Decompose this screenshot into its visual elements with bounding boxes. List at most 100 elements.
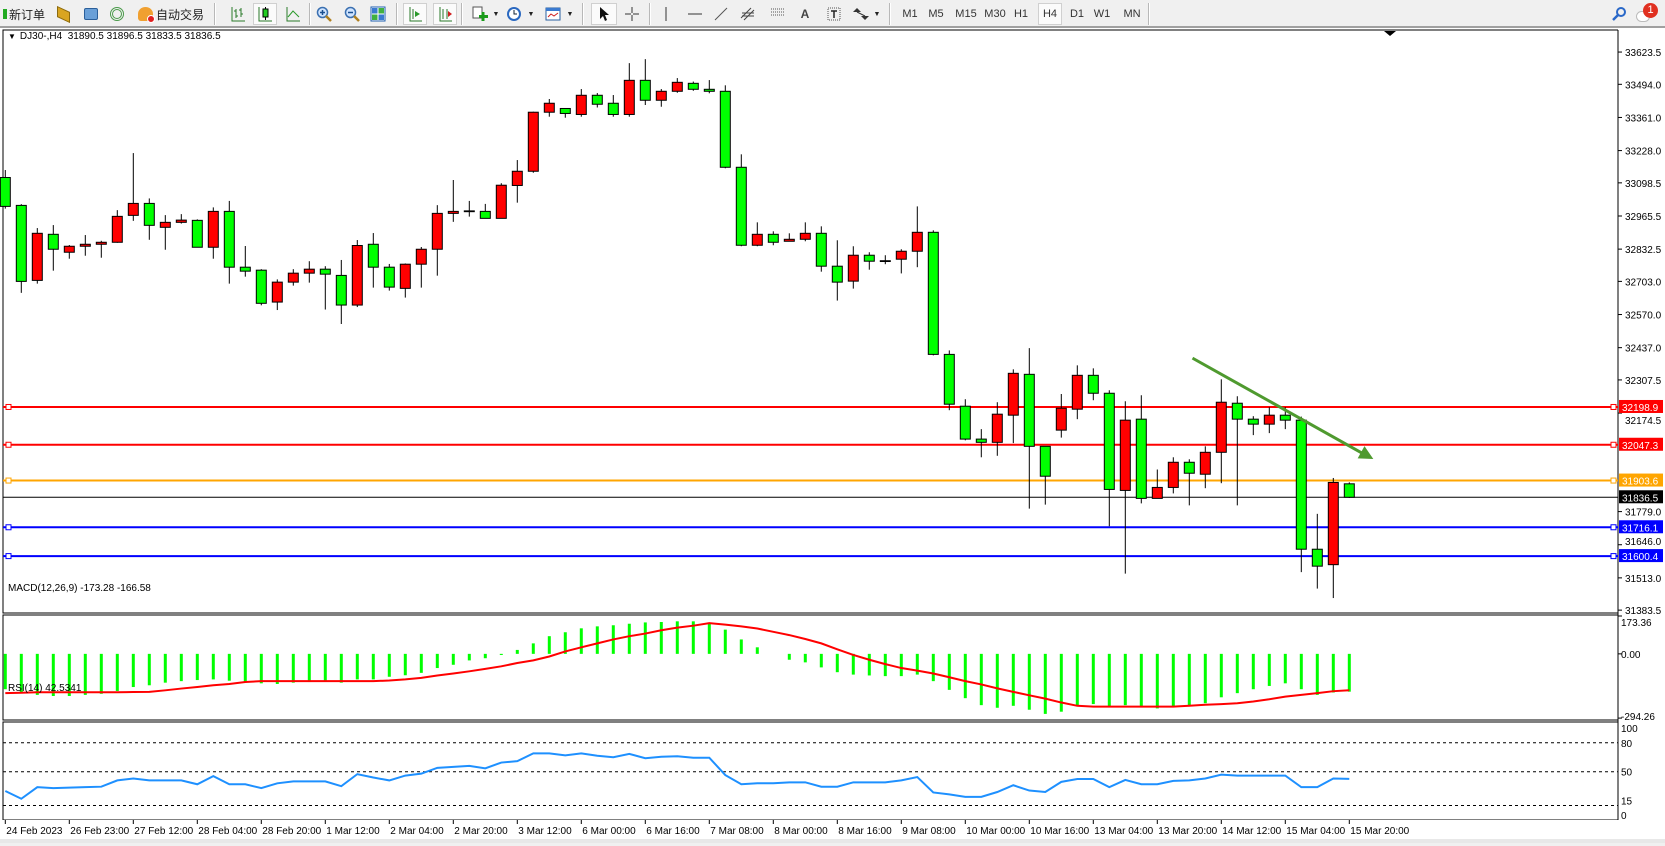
candle-bear[interactable] bbox=[1247, 418, 1259, 425]
timeframe-d1[interactable]: D1 bbox=[1069, 8, 1085, 20]
navigator-button[interactable] bbox=[106, 3, 128, 25]
timeframe-m15[interactable]: M15 bbox=[955, 8, 977, 20]
candle-bear[interactable] bbox=[1039, 445, 1051, 477]
candle-bull[interactable] bbox=[351, 245, 363, 306]
candle-bear[interactable] bbox=[1295, 419, 1307, 550]
candle-bull[interactable] bbox=[911, 231, 923, 252]
fibonacci-tool-button[interactable] bbox=[767, 3, 791, 25]
candlestick-chart-button[interactable] bbox=[253, 3, 277, 25]
candle-bull[interactable] bbox=[1167, 461, 1179, 488]
candle-bull[interactable] bbox=[1007, 372, 1019, 416]
candle-bear[interactable] bbox=[1279, 414, 1291, 421]
price-axis[interactable] bbox=[1618, 28, 1665, 820]
candle-bear[interactable] bbox=[591, 94, 603, 105]
horizontal-line-tool-button[interactable] bbox=[684, 3, 706, 25]
line-handle-left[interactable] bbox=[5, 403, 12, 410]
candle-bull[interactable] bbox=[175, 219, 187, 223]
templates-button[interactable] bbox=[542, 3, 564, 25]
candle-bull[interactable] bbox=[1119, 419, 1131, 491]
candle-bear[interactable] bbox=[1343, 483, 1355, 498]
timeframe-m1[interactable]: M1 bbox=[902, 8, 918, 20]
caret-down-icon[interactable]: ▼ bbox=[8, 32, 16, 41]
line-handle-right[interactable] bbox=[1610, 403, 1617, 410]
candle-bull[interactable] bbox=[79, 243, 91, 247]
candle-bull[interactable] bbox=[895, 250, 907, 260]
candle-bear[interactable] bbox=[239, 266, 251, 272]
cursor-tool-button[interactable] bbox=[591, 3, 617, 25]
candle-bear[interactable] bbox=[1231, 402, 1243, 420]
candle-bear[interactable] bbox=[1135, 418, 1147, 499]
candle-bear[interactable] bbox=[607, 102, 619, 115]
tile-windows-button[interactable] bbox=[367, 3, 389, 25]
candle-bear[interactable] bbox=[367, 243, 379, 268]
candle-bull[interactable] bbox=[1263, 414, 1275, 425]
templates-dropdown[interactable]: ▼ bbox=[566, 3, 574, 25]
candle-bear[interactable] bbox=[703, 88, 715, 92]
candle-bull[interactable] bbox=[751, 233, 763, 246]
new-chart-button[interactable] bbox=[468, 3, 492, 25]
candle-bull[interactable] bbox=[655, 90, 667, 101]
zoom-out-button[interactable] bbox=[341, 3, 363, 25]
candle-bear[interactable] bbox=[735, 166, 747, 246]
candle-bear[interactable] bbox=[719, 90, 731, 168]
candle-bull[interactable] bbox=[495, 184, 507, 219]
candle-bear[interactable] bbox=[1023, 373, 1035, 447]
arrows-dropdown[interactable]: ▼ bbox=[873, 3, 881, 25]
line-handle-left[interactable] bbox=[5, 477, 12, 484]
trendline-tool-button[interactable] bbox=[710, 3, 732, 25]
notifications-button[interactable]: 1 bbox=[1634, 3, 1660, 25]
chart-window[interactable]: 33623.5 33494.0 33361.0 33228.0 33098.5 32965… bbox=[0, 28, 1665, 844]
timeframe-h4[interactable]: H4 bbox=[1038, 3, 1062, 25]
candle-bear[interactable] bbox=[223, 210, 235, 268]
line-handle-right[interactable] bbox=[1610, 524, 1617, 531]
candle-bull[interactable] bbox=[847, 254, 859, 282]
candle-bull[interactable] bbox=[991, 413, 1003, 443]
candle-bull[interactable] bbox=[543, 102, 555, 113]
candle-bear[interactable] bbox=[687, 82, 699, 90]
candle-bull[interactable] bbox=[431, 212, 443, 250]
text-label-tool-button[interactable] bbox=[823, 3, 845, 25]
candle-bear[interactable] bbox=[959, 405, 971, 440]
text-tool-button[interactable]: A bbox=[795, 3, 815, 25]
candle-bear[interactable] bbox=[815, 232, 827, 267]
periodicity-dropdown[interactable]: ▼ bbox=[527, 3, 535, 25]
candle-bull[interactable] bbox=[127, 202, 139, 216]
candle-bull[interactable] bbox=[671, 81, 683, 92]
candle-bull[interactable] bbox=[575, 94, 587, 115]
line-handle-right[interactable] bbox=[1610, 553, 1617, 560]
arrows-tool-button[interactable] bbox=[850, 3, 872, 25]
candle-bull[interactable] bbox=[31, 232, 43, 281]
crosshair-tool-button[interactable] bbox=[621, 3, 643, 25]
candle-bull[interactable] bbox=[799, 232, 811, 240]
candle-bear[interactable] bbox=[479, 210, 491, 219]
candle-bull[interactable] bbox=[1151, 486, 1163, 499]
candle-bull[interactable] bbox=[415, 248, 427, 265]
candle-bull[interactable] bbox=[271, 281, 283, 303]
chart-canvas[interactable]: 33623.5 33494.0 33361.0 33228.0 33098.5 32965… bbox=[0, 28, 1665, 844]
candle-bull[interactable] bbox=[463, 210, 475, 213]
auto-trading-button[interactable]: 自动交易 bbox=[134, 3, 208, 25]
auto-scroll-button[interactable] bbox=[433, 3, 457, 25]
market-watch-button[interactable] bbox=[52, 3, 74, 25]
zoom-in-button[interactable] bbox=[313, 3, 335, 25]
candle-bear[interactable] bbox=[975, 438, 987, 443]
candle-bull[interactable] bbox=[159, 221, 171, 228]
data-window-button[interactable] bbox=[80, 3, 102, 25]
timeframe-h1[interactable]: H1 bbox=[1013, 8, 1029, 20]
candle-bear[interactable] bbox=[335, 274, 347, 306]
candle-bear[interactable] bbox=[1103, 392, 1115, 490]
candle-bear[interactable] bbox=[767, 233, 779, 243]
line-handle-left[interactable] bbox=[5, 441, 12, 448]
candle-bear[interactable] bbox=[0, 176, 11, 207]
candle-bear[interactable] bbox=[1183, 461, 1195, 474]
candle-bull[interactable] bbox=[287, 272, 299, 283]
candle-bull[interactable] bbox=[879, 260, 891, 263]
search-button[interactable] bbox=[1608, 3, 1630, 25]
trendline[interactable] bbox=[1191, 356, 1369, 458]
timeframe-w1[interactable]: W1 bbox=[1093, 8, 1111, 20]
candle-bull[interactable] bbox=[303, 268, 315, 274]
candle-bull[interactable] bbox=[207, 210, 219, 248]
new-chart-dropdown[interactable]: ▼ bbox=[492, 3, 500, 25]
candle-bear[interactable] bbox=[383, 266, 395, 288]
candle-bull[interactable] bbox=[399, 263, 411, 289]
